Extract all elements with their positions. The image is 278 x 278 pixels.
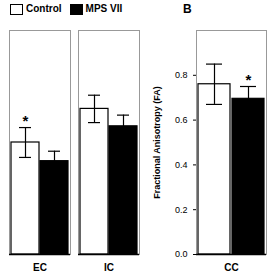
svg-text:0.4: 0.4	[175, 160, 188, 170]
svg-text:0.6: 0.6	[175, 115, 188, 125]
html-text:Control: Control	[26, 3, 62, 14]
svg-text:0.0: 0.0	[175, 249, 188, 259]
svg-text:0.2: 0.2	[175, 205, 188, 215]
svg-text:*: *	[23, 112, 29, 129]
svg-text:EC: EC	[33, 262, 47, 273]
html-text:MPS VII: MPS VII	[85, 3, 123, 14]
svg-text:*: *	[246, 71, 252, 88]
svg-text:CC: CC	[224, 262, 238, 273]
html-text:B: B	[183, 2, 192, 16]
svg-text:IC: IC	[104, 262, 114, 273]
svg-text:Fractional Anisotropy (FA): Fractional Anisotropy (FA)	[152, 86, 162, 199]
svg-text:0.8: 0.8	[175, 70, 188, 80]
